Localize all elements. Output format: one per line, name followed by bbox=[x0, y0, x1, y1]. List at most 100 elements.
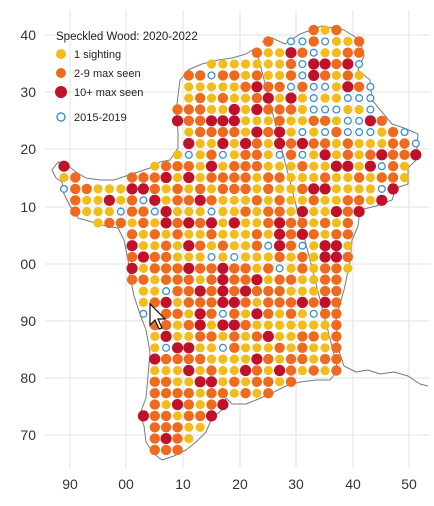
sighting-dot-few bbox=[308, 115, 319, 127]
sighting-dot-one bbox=[184, 309, 194, 319]
previous-record-circle bbox=[286, 37, 296, 46]
sighting-dot-few bbox=[160, 319, 172, 331]
sighting-dot-one bbox=[263, 229, 273, 239]
previous-record-circle bbox=[366, 82, 375, 91]
sighting-dot-many bbox=[251, 103, 263, 116]
sighting-dot-one bbox=[241, 354, 251, 364]
sighting-dot-few bbox=[206, 195, 217, 206]
sighting-dot-one bbox=[184, 252, 194, 262]
sighting-dot-one bbox=[331, 48, 341, 58]
sighting-dot-many bbox=[251, 126, 263, 138]
sighting-dot-few bbox=[251, 240, 263, 251]
sighting-dot-one bbox=[172, 207, 183, 217]
sighting-dot-few bbox=[285, 217, 297, 229]
previous-record-circle bbox=[309, 105, 318, 114]
sighting-dot-one bbox=[286, 331, 296, 341]
sighting-dot-one bbox=[320, 93, 330, 103]
sighting-dot-one bbox=[161, 195, 171, 205]
sighting-dot-many bbox=[205, 376, 218, 388]
previous-record-circle bbox=[275, 264, 284, 273]
sighting-dot-one bbox=[172, 241, 183, 251]
sighting-dot-few bbox=[126, 229, 138, 240]
sighting-dot-one bbox=[252, 252, 262, 262]
sighting-dot-few bbox=[251, 285, 263, 297]
sighting-dot-one bbox=[218, 104, 228, 115]
sighting-dot-many bbox=[183, 262, 195, 274]
sighting-dot-one bbox=[320, 331, 330, 341]
sighting-dot-one bbox=[343, 104, 353, 115]
sighting-dot-one bbox=[377, 127, 387, 137]
sighting-dot-many bbox=[262, 330, 274, 342]
sighting-dot-few bbox=[331, 274, 342, 285]
sighting-dot-one bbox=[206, 82, 217, 92]
sighting-dot-few bbox=[285, 353, 297, 365]
sighting-dot-one bbox=[241, 241, 251, 251]
sighting-dot-few bbox=[274, 297, 285, 308]
sighting-dot-few bbox=[172, 285, 183, 297]
sighting-dot-few bbox=[263, 172, 274, 183]
sighting-dot-one bbox=[252, 388, 262, 398]
sighting-dot-many bbox=[205, 160, 218, 172]
sighting-dot-one bbox=[218, 82, 228, 92]
sighting-dot-many bbox=[126, 183, 138, 195]
previous-record-circle bbox=[321, 37, 330, 46]
sighting-dot-few bbox=[285, 58, 297, 70]
sighting-dot-many bbox=[205, 217, 218, 229]
sighting-dot-one bbox=[275, 377, 285, 387]
sighting-dot-few bbox=[217, 92, 229, 104]
sighting-dot-one bbox=[229, 138, 239, 149]
sighting-dot-few bbox=[240, 161, 251, 172]
sighting-dot-few bbox=[195, 217, 206, 229]
sighting-dot-one bbox=[172, 377, 183, 387]
sighting-dot-one bbox=[138, 297, 148, 307]
sighting-dot-many bbox=[183, 137, 195, 150]
sighting-dot-one bbox=[263, 275, 273, 285]
sighting-dot-one bbox=[263, 161, 273, 171]
sighting-dot-few bbox=[172, 217, 183, 229]
sighting-dot-few bbox=[342, 206, 353, 217]
sighting-dot-one bbox=[286, 286, 296, 296]
sighting-dot-few bbox=[240, 172, 251, 183]
sighting-dot-few bbox=[319, 138, 331, 149]
sighting-dot-one bbox=[229, 388, 239, 398]
sighting-dot-many bbox=[274, 240, 286, 252]
sighting-dot-few bbox=[251, 331, 263, 342]
sighting-dot-many bbox=[228, 115, 240, 127]
sighting-dot-one bbox=[331, 70, 341, 80]
sighting-dot-few bbox=[160, 251, 172, 263]
sighting-dot-one bbox=[286, 127, 296, 137]
sighting-dot-few bbox=[160, 274, 172, 285]
legend-swatch-2-9 bbox=[56, 68, 66, 78]
sighting-dot-few bbox=[251, 70, 263, 81]
sighting-dot-few bbox=[183, 297, 194, 308]
sighting-dot-few bbox=[319, 217, 331, 229]
sighting-dot-one bbox=[252, 172, 262, 183]
previous-record-circle bbox=[298, 37, 307, 46]
sighting-dot-few bbox=[331, 58, 342, 70]
sighting-dot-few bbox=[126, 274, 138, 285]
sighting-dot-one bbox=[343, 172, 353, 183]
sighting-dot-many bbox=[137, 410, 149, 422]
sighting-dot-one bbox=[241, 116, 251, 126]
sighting-dot-many bbox=[228, 296, 240, 308]
sighting-dot-one bbox=[263, 48, 273, 58]
sighting-dot-few bbox=[206, 297, 217, 308]
sighting-dot-one bbox=[206, 241, 217, 251]
previous-record-circle bbox=[59, 184, 69, 193]
sighting-dot-many bbox=[160, 296, 172, 308]
previous-record-circle bbox=[366, 128, 375, 137]
sighting-dot-few bbox=[183, 195, 194, 206]
sighting-dot-one bbox=[297, 104, 307, 115]
legend-label-10-plus: 10+ max seen bbox=[74, 87, 143, 99]
sighting-dot-few bbox=[251, 161, 263, 172]
previous-record-circle bbox=[230, 252, 239, 262]
sighting-dot-one bbox=[229, 207, 239, 217]
previous-record-circle bbox=[321, 82, 330, 91]
sighting-dot-few bbox=[274, 104, 285, 115]
sighting-dot-one bbox=[309, 150, 319, 160]
sighting-dot-many bbox=[274, 228, 286, 240]
previous-record-circle bbox=[355, 116, 364, 125]
sighting-dot-one bbox=[218, 331, 228, 341]
sighting-dot-one bbox=[241, 195, 251, 205]
sighting-dot-few bbox=[183, 104, 194, 115]
